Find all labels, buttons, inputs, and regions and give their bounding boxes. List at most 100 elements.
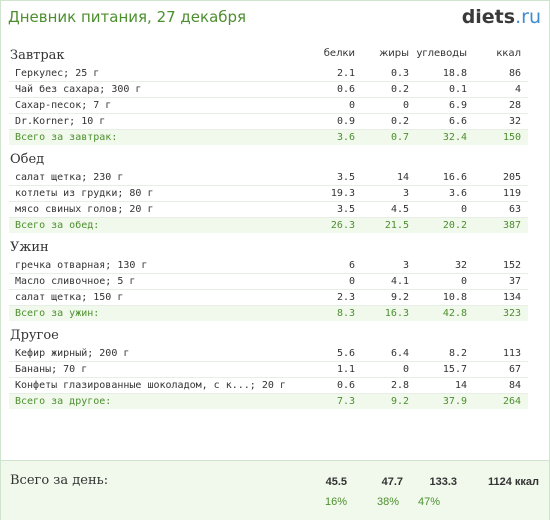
value-protein: 7.3 (336, 396, 355, 407)
food-row[interactable]: салат щетка; 230 г 3.5 14 16.6 205 (9, 170, 528, 186)
day-protein-pct: 16% (324, 496, 347, 508)
value-protein: 6 (348, 260, 355, 271)
value-carbs: 32.4 (442, 132, 467, 143)
value-carbs: 8.2 (448, 348, 467, 359)
food-row[interactable]: салат щетка; 150 г 2.3 9.2 10.8 134 (9, 290, 528, 306)
value-carbs: 37.9 (442, 396, 467, 407)
value-kcal: 150 (502, 132, 521, 143)
food-name: Конфеты глазированные шоколадом, с к...;… (15, 380, 286, 391)
value-protein: 3.5 (336, 204, 355, 215)
food-row[interactable]: Масло сливочное; 5 г 0 4.1 0 37 (9, 274, 528, 290)
food-name: Сахар-песок; 7 г (15, 100, 112, 111)
value-kcal: 323 (502, 308, 521, 319)
value-fat: 0.3 (390, 68, 409, 79)
value-kcal: 86 (508, 68, 521, 79)
value-carbs: 6.9 (448, 100, 467, 111)
food-row[interactable]: Сахар-песок; 7 г 0 0 6.9 28 (9, 98, 528, 114)
value-fat: 0.7 (390, 132, 409, 143)
value-carbs: 15.7 (442, 364, 467, 375)
value-protein: 0 (348, 100, 355, 111)
value-carbs: 0.1 (448, 84, 467, 95)
food-name: гречка отварная; 130 г (15, 260, 148, 271)
day-kcal: 1124 ккал (487, 476, 539, 488)
value-fat: 21.5 (384, 220, 409, 231)
food-name: Масло сливочное; 5 г (15, 276, 136, 287)
value-carbs: 16.6 (442, 172, 467, 183)
food-name: Чай без сахара; 300 г (15, 84, 142, 95)
value-protein: 26.3 (330, 220, 355, 231)
value-fat: 4.5 (390, 204, 409, 215)
food-row[interactable]: Кефир жирный; 200 г 5.6 6.4 8.2 113 (9, 346, 528, 362)
food-name: Геркулес; 25 г (15, 68, 100, 79)
value-carbs: 42.8 (442, 308, 467, 319)
value-fat: 3 (402, 260, 409, 271)
value-carbs: 6.6 (448, 116, 467, 127)
day-fat-pct: 38% (376, 496, 399, 508)
day-total: Всего за день: 45.5 47.7 133.3 1124 ккал… (1, 460, 549, 520)
food-row[interactable]: Dr.Korner; 10 г 0.9 0.2 6.6 32 (9, 114, 528, 130)
value-fat: 16.3 (384, 308, 409, 319)
value-kcal: 134 (502, 292, 521, 303)
day-total-label: Всего за день: (10, 473, 109, 488)
value-carbs: 0 (460, 276, 467, 287)
page-title: Дневник питания, 27 декабря (8, 8, 247, 26)
value-fat: 6.4 (390, 348, 409, 359)
day-protein: 45.5 (325, 476, 347, 488)
value-fat: 9.2 (390, 292, 409, 303)
meal-total-label: Всего за ужин: (15, 308, 100, 319)
meal-title: Обед (10, 152, 45, 167)
value-kcal: 113 (502, 348, 521, 359)
value-protein: 3.6 (336, 132, 355, 143)
value-fat: 0.2 (390, 84, 409, 95)
value-kcal: 387 (502, 220, 521, 231)
value-fat: 14 (396, 172, 409, 183)
value-protein: 1.1 (336, 364, 355, 375)
meal-total-row: Всего за другое: 7.3 9.2 37.9 264 (9, 394, 528, 409)
food-name: Бананы; 70 г (15, 364, 88, 375)
food-row[interactable]: гречка отварная; 130 г 6 3 32 152 (9, 258, 528, 274)
value-protein: 0.6 (336, 84, 355, 95)
meal-title: Ужин (10, 240, 49, 255)
col-kcal: ккал (496, 48, 521, 59)
food-name: салат щетка; 150 г (15, 292, 124, 303)
logo-main: diets (461, 6, 516, 28)
meal-total-row: Всего за обед: 26.3 21.5 20.2 387 (9, 218, 528, 233)
value-fat: 4.1 (390, 276, 409, 287)
food-name: салат щетка; 230 г (15, 172, 124, 183)
food-row[interactable]: Бананы; 70 г 1.1 0 15.7 67 (9, 362, 528, 378)
food-row[interactable]: котлеты из грудки; 80 г 19.3 3 3.6 119 (9, 186, 528, 202)
day-carbs-pct: 47% (417, 496, 440, 508)
value-fat: 2.8 (390, 380, 409, 391)
value-carbs: 0 (460, 204, 467, 215)
value-protein: 0 (348, 276, 355, 287)
value-kcal: 63 (508, 204, 521, 215)
food-row[interactable]: мясо свиных голов; 20 г 3.5 4.5 0 63 (9, 202, 528, 218)
value-protein: 5.6 (336, 348, 355, 359)
value-carbs: 20.2 (442, 220, 467, 231)
value-kcal: 4 (514, 84, 521, 95)
meal-total-row: Всего за ужин: 8.3 16.3 42.8 323 (9, 306, 528, 321)
site-logo[interactable]: diets.ru (462, 6, 541, 28)
value-protein: 8.3 (336, 308, 355, 319)
value-kcal: 67 (508, 364, 521, 375)
col-carbs: углеводы (416, 48, 467, 59)
value-carbs: 14 (454, 380, 467, 391)
value-kcal: 264 (502, 396, 521, 407)
food-row[interactable]: Геркулес; 25 г 2.1 0.3 18.8 86 (9, 66, 528, 82)
meal-total-label: Всего за обед: (15, 220, 100, 231)
value-fat: 9.2 (390, 396, 409, 407)
value-protein: 0.9 (336, 116, 355, 127)
food-name: Кефир жирный; 200 г (15, 348, 130, 359)
day-carbs: 133.3 (429, 476, 457, 488)
value-kcal: 84 (508, 380, 521, 391)
food-row[interactable]: Конфеты глазированные шоколадом, с к...;… (9, 378, 528, 394)
value-protein: 2.3 (336, 292, 355, 303)
food-name: мясо свиных голов; 20 г (15, 204, 154, 215)
food-name: Dr.Korner; 10 г (15, 116, 106, 127)
meal-title: Завтрак (10, 48, 65, 63)
value-fat: 0 (402, 100, 409, 111)
value-protein: 0.6 (336, 380, 355, 391)
food-row[interactable]: Чай без сахара; 300 г 0.6 0.2 0.1 4 (9, 82, 528, 98)
meal-total-row: Всего за завтрак: 3.6 0.7 32.4 150 (9, 130, 528, 145)
